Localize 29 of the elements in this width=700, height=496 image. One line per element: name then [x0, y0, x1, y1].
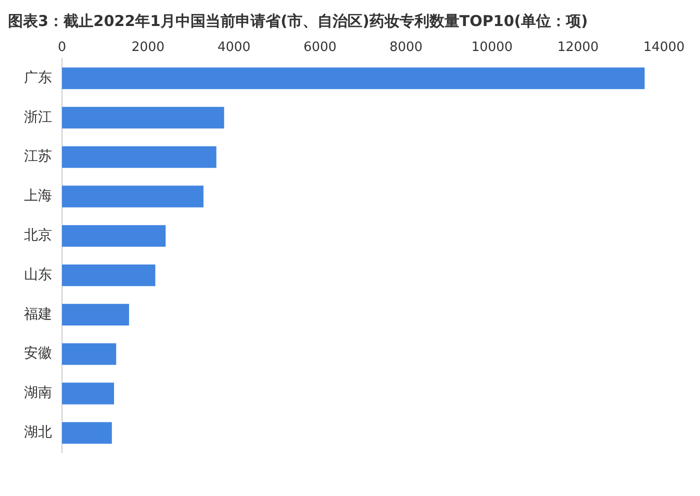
bar	[62, 106, 224, 129]
bar	[62, 67, 645, 90]
bar	[62, 264, 156, 286]
bar	[62, 225, 166, 247]
bar	[62, 186, 204, 208]
x-tick-label: 8000	[389, 40, 423, 56]
bar	[62, 422, 112, 444]
bar	[62, 146, 216, 168]
bar	[62, 382, 114, 404]
y-tick-label: 北京	[24, 228, 52, 244]
x-tick-label: 2000	[131, 40, 165, 56]
x-tick-label: 12000	[557, 40, 599, 56]
x-tick-label: 14000	[643, 40, 685, 56]
bar	[62, 343, 116, 365]
y-tick-label: 浙江	[24, 109, 52, 126]
y-tick-label: 上海	[24, 188, 52, 204]
x-tick-label: 0	[58, 40, 66, 56]
bar	[62, 304, 130, 326]
chart-title: 图表3：截止2022年1月中国当前申请省(市、自治区)药妆专利数量TOP10(单位：项)	[8, 11, 589, 32]
x-tick-label: 4000	[217, 40, 251, 56]
y-tick-label: 湖南	[24, 385, 52, 402]
y-tick-label: 广东	[24, 70, 52, 86]
y-tick-label: 江苏	[24, 148, 52, 165]
x-tick-label: 10000	[471, 40, 513, 56]
y-tick-label: 湖北	[24, 424, 52, 441]
x-tick-label: 6000	[303, 40, 337, 56]
y-tick-label: 山东	[24, 266, 52, 283]
y-tick-label: 福建	[24, 306, 52, 322]
y-tick-label: 安徽	[24, 346, 52, 362]
